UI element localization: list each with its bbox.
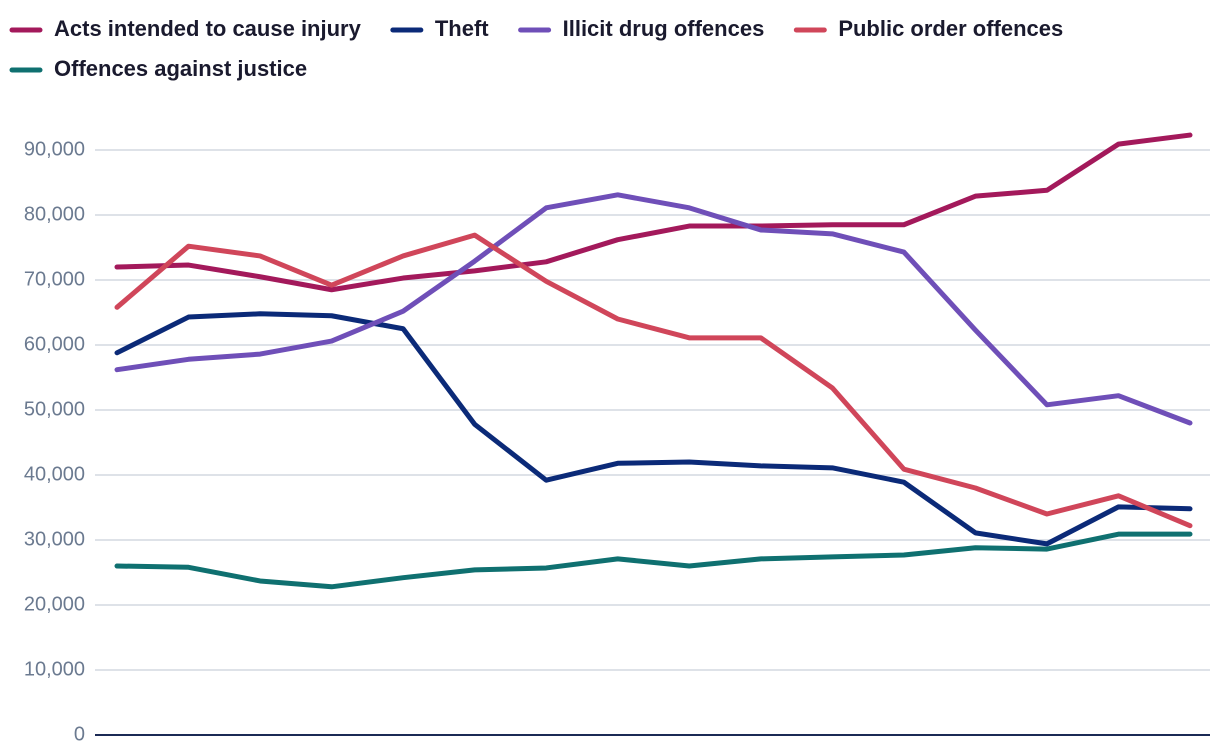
legend-item: Public order offences [793,16,1063,41]
y-tick-label: 10,000 [24,658,85,680]
legend-label: Public order offences [838,16,1063,41]
y-tick-label: 30,000 [24,528,85,550]
series-line [114,132,1193,293]
y-tick-label: 0 [74,723,85,745]
series-line [114,531,1193,590]
legend-label: Illicit drug offences [563,16,765,41]
y-tick-label: 80,000 [24,203,85,225]
y-tick-label: 90,000 [24,138,85,160]
legend-label: Theft [435,16,489,41]
legend-item: Acts intended to cause injury [9,16,362,41]
series-line [114,311,1193,547]
series-line [114,192,1193,426]
y-tick-label: 70,000 [24,268,85,290]
legend-item: Illicit drug offences [518,16,765,41]
y-tick-label: 40,000 [24,463,85,485]
y-tick-label: 50,000 [24,398,85,420]
legend-label: Offences against justice [54,56,307,81]
legend-label: Acts intended to cause injury [54,16,362,41]
legend-item: Theft [390,16,489,41]
y-tick-label: 60,000 [24,333,85,355]
legend-item: Offences against justice [9,56,307,81]
y-tick-label: 20,000 [24,593,85,615]
series-line [114,232,1193,529]
